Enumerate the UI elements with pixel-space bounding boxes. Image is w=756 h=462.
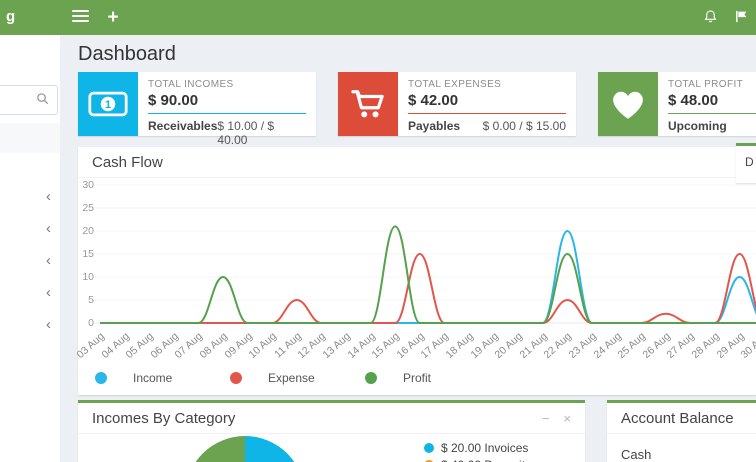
pie-legend-label: $ 40.00 Deposit (441, 458, 525, 462)
stat-cards-row: 1 TOTAL INCOMES $ 90.00 Receivables $ 10.00 … (78, 72, 756, 147)
stat-card-total-incomes: 1 TOTAL INCOMES $ 90.00 Receivables $ 10.00 … (78, 72, 316, 147)
y-axis-tick-label: 0 (88, 317, 94, 329)
panel-tools: − × (542, 412, 571, 425)
notifications-button[interactable] (702, 9, 718, 27)
sidebar-menu-item-2[interactable]: ‹ (0, 215, 60, 245)
page-title: Dashboard (78, 43, 176, 65)
flag-icon (734, 9, 749, 27)
heart-icon (598, 72, 658, 136)
topbar-right (702, 0, 749, 35)
sidebar-search-input[interactable] (0, 86, 57, 114)
legend-dot (95, 372, 107, 384)
stat-card-divider (668, 113, 756, 114)
stat-card-total-expenses: TOTAL EXPENSES $ 42.00 Payables $ 0.00 / $ … (338, 72, 576, 136)
stat-card-label: TOTAL INCOMES (148, 79, 234, 90)
chevron-left-icon: ‹ (46, 220, 51, 237)
account-balance-panel: Account Balance Cash (607, 400, 756, 462)
incomes-by-category-panel: Incomes By Category − × $ 20.00 Invoices… (78, 400, 585, 462)
cashflow-panel-title: Cash Flow (92, 153, 163, 171)
y-axis-tick-label: 25 (82, 202, 94, 214)
quick-add-button[interactable]: + (97, 0, 129, 35)
legend-dot (365, 372, 377, 384)
y-axis-tick-label: 15 (82, 248, 94, 260)
stat-footer-value: $ 0.00 / $ 15.00 (482, 119, 566, 133)
stat-card-value: $ 90.00 (148, 92, 199, 109)
stat-card-label: TOTAL PROFIT (668, 79, 744, 90)
sidebar-menu-item-5[interactable]: ‹ (0, 311, 60, 341)
y-axis-tick-label: 20 (82, 225, 94, 237)
pie-legend-label: $ 20.00 Invoices (441, 440, 529, 455)
language-flag-button[interactable] (733, 10, 749, 26)
stat-card-body: TOTAL PROFIT $ 48.00 Upcoming (658, 72, 756, 136)
balance-panel-title: Account Balance (621, 409, 734, 427)
stat-card-total-profit: TOTAL PROFIT $ 48.00 Upcoming (598, 72, 756, 136)
pie-legend-dot (424, 459, 434, 462)
incomes-pie-legend: $ 20.00 Invoices $ 40.00 Deposit (424, 439, 528, 462)
cashflow-chart-canvas (94, 184, 756, 324)
sidebar-menu-item-4[interactable]: ‹ (0, 279, 60, 309)
pie-legend-row: $ 20.00 Invoices (424, 439, 528, 456)
stat-card-body: TOTAL EXPENSES $ 42.00 Payables $ 0.00 / $ … (398, 72, 576, 136)
legend-item-income[interactable]: Income (95, 371, 230, 385)
stat-card-body: TOTAL INCOMES $ 90.00 Receivables $ 10.00 /… (138, 72, 316, 147)
main-content: Dashboard 1 TOTAL INCOMES $ 90.00 Receivabl… (60, 35, 756, 462)
topbar: g + (0, 0, 756, 35)
sidebar-section-divider (0, 123, 60, 153)
incomes-panel-title: Incomes By Category (92, 409, 236, 427)
sidebar-toggle-button[interactable] (62, 0, 98, 35)
legend-item-profit[interactable]: Profit (365, 371, 500, 385)
sidebar-menu-item-1[interactable]: ‹ (0, 183, 60, 213)
stat-footer-value: $ 10.00 / $ 40.00 (217, 119, 275, 147)
y-axis-tick-label: 5 (88, 294, 94, 306)
chevron-left-icon: ‹ (46, 284, 51, 301)
y-axis-tick-label: 30 (82, 179, 94, 191)
bell-icon (703, 9, 718, 27)
stat-footer-label: Payables (408, 119, 461, 133)
legend-dot (230, 372, 242, 384)
collapse-icon[interactable]: − (541, 410, 550, 426)
stat-card-footer: Receivables $ 10.00 / $ 40.00 (148, 114, 306, 147)
pie-legend-dot (424, 442, 434, 453)
sidebar-search-button[interactable] (31, 89, 53, 111)
search-icon (36, 93, 49, 108)
legend-label: Expense (268, 371, 315, 385)
cashflow-chart: 0 5 10 15 20 25 30 03 Aug 04 Aug 05 Aug 06 Aug 07 A… (74, 179, 756, 371)
stat-card-value: $ 42.00 (408, 92, 459, 109)
legend-item-expense[interactable]: Expense (230, 371, 365, 385)
stat-footer-label: Receivables (148, 119, 218, 133)
chart-range-button[interactable]: D (736, 143, 756, 183)
sidebar: ‹ ‹ ‹ ‹ ‹ (0, 35, 60, 462)
cart-icon (338, 72, 398, 136)
incomes-pie-chart (185, 436, 305, 462)
stat-card-label: TOTAL EXPENSES (408, 79, 502, 90)
chevron-left-icon: ‹ (46, 188, 51, 205)
stat-card-footer: Upcoming (668, 114, 756, 133)
pie-legend-row: $ 40.00 Deposit (424, 456, 528, 462)
cashflow-panel-header: Cash Flow (78, 147, 756, 178)
hamburger-icon (71, 7, 89, 25)
sidebar-search (0, 85, 58, 115)
legend-label: Profit (403, 371, 432, 385)
stat-card-value: $ 48.00 (668, 92, 719, 109)
plus-icon: + (107, 7, 119, 28)
stat-card-divider (148, 113, 306, 114)
y-axis-tick-label: 10 (82, 271, 94, 283)
cashflow-chart-legend: Income Expense Profit (95, 371, 500, 385)
sidebar-menu-item-3[interactable]: ‹ (0, 247, 60, 277)
app-logo[interactable]: g (6, 8, 16, 25)
incomes-panel-header: Incomes By Category − × (78, 403, 585, 434)
stat-card-divider (408, 113, 566, 114)
legend-label: Income (133, 371, 173, 385)
cashflow-panel: Cash Flow D 0 5 10 15 20 25 30 03 Aug 04 Aug 05 A… (74, 143, 756, 395)
balance-panel-header: Account Balance (607, 403, 756, 434)
svg-text:1: 1 (105, 99, 111, 111)
stat-card-footer: Payables $ 0.00 / $ 15.00 (408, 114, 566, 133)
stat-footer-label: Upcoming (668, 119, 727, 133)
money-icon: 1 (78, 72, 138, 136)
chevron-left-icon: ‹ (46, 316, 51, 333)
chevron-left-icon: ‹ (46, 252, 51, 269)
close-icon[interactable]: × (563, 410, 571, 426)
balance-row-cash: Cash (621, 447, 652, 462)
